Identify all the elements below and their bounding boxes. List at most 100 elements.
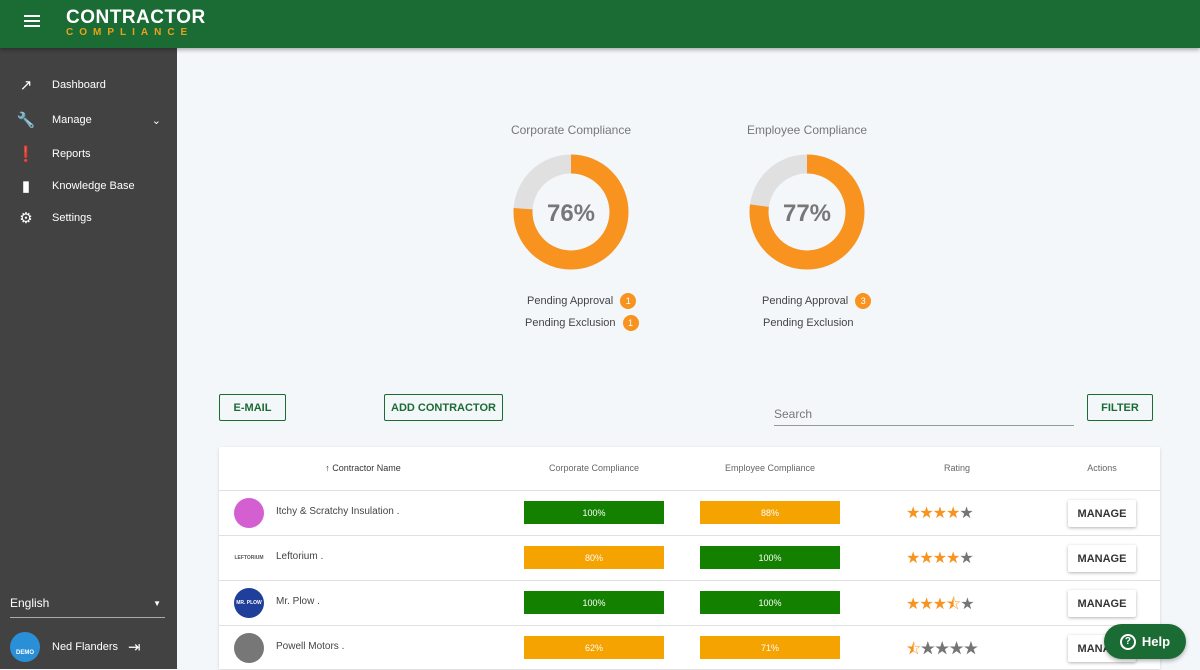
help-label: Help (1141, 634, 1171, 649)
donut-chart: 76% (513, 154, 629, 270)
header-corporate-compliance: Corporate Compliance (548, 463, 640, 473)
star-icon: ★ (906, 550, 920, 567)
count-badge: 1 (622, 315, 639, 331)
star-icon: ★ (932, 596, 947, 613)
logo-subtext: COMPLIANCE (66, 27, 194, 38)
star-icon: ★ (946, 505, 960, 522)
pending-label: Pending Exclusion (763, 317, 854, 329)
corp-pending-exclusion[interactable]: Pending Exclusion 1 (525, 315, 639, 331)
contractor-name: Leftorium . (276, 551, 324, 562)
star-icon: ★ (919, 505, 933, 522)
corporate-compliance-bar: 100% (524, 591, 664, 614)
star-empty-icon: ★ (948, 641, 964, 658)
dropdown-arrow-icon: ▼ (153, 599, 161, 608)
contractor-logo: LEFTORIUM (234, 543, 264, 573)
corporate-compliance-bar: 80% (524, 546, 664, 569)
email-button[interactable]: E-MAIL (219, 394, 286, 421)
help-icon: ? (1119, 633, 1136, 650)
contractor-logo (234, 633, 264, 663)
user-info: DEMO Ned Flanders ⇥ (10, 632, 141, 662)
manage-button[interactable]: MANAGE (1068, 500, 1136, 527)
pending-label: Pending Approval (762, 295, 849, 307)
sidebar-item-dashboard[interactable]: ↗ Dashboard (0, 71, 177, 99)
count-badge: 3 (855, 293, 872, 309)
language-select[interactable]: English ▼ (10, 596, 165, 618)
donut-fill (749, 154, 865, 270)
contractor-table: ↑ Contractor Name Corporate Compliance E… (219, 447, 1160, 669)
sidebar-item-label: Knowledge Base (52, 180, 135, 192)
employee-compliance-gauge: Employee Compliance 77% (707, 123, 907, 277)
emp-pending-exclusion[interactable]: Pending Exclusion (763, 317, 854, 329)
table-row: LEFTORIUM Leftorium . 80% 100% ★★★★★ MAN… (219, 535, 1160, 580)
star-empty-icon: ★ (959, 505, 973, 522)
contractor-name: Powell Motors . (276, 641, 345, 652)
add-contractor-button[interactable]: ADD CONTRACTOR (384, 394, 503, 421)
corporate-compliance-bar: 100% (524, 501, 664, 524)
rating-stars: ★★★⯪★ (906, 593, 975, 620)
manage-button[interactable]: MANAGE (1068, 545, 1136, 572)
donut-fill (513, 154, 629, 270)
contractor-name: Mr. Plow . (276, 596, 320, 607)
logo-text: CONTRACTOR (66, 7, 206, 28)
sidebar-item-label: Reports (52, 148, 91, 160)
logo-text: MR. PLOW (236, 600, 262, 606)
rating-stars: ★★★★★ (906, 548, 974, 568)
help-button[interactable]: ? Help (1104, 624, 1186, 659)
employee-compliance-bar: 88% (700, 501, 840, 524)
donut-chart: 77% (749, 154, 865, 270)
corp-pending-approval[interactable]: Pending Approval 1 (527, 293, 637, 309)
sidebar-item-manage[interactable]: 🔧 Manage ⌄ (0, 106, 177, 134)
manage-button[interactable]: MANAGE (1068, 590, 1136, 617)
avatar: DEMO (10, 632, 40, 662)
header-employee-compliance: Employee Compliance (724, 463, 816, 473)
top-bar: CONTRACTOR COMPLIANCE (0, 0, 1200, 48)
star-empty-icon: ★ (963, 641, 978, 658)
sidebar-item-settings[interactable]: ⚙ Settings (0, 204, 177, 232)
employee-compliance-bar: 100% (700, 591, 840, 614)
sidebar-item-label: Dashboard (52, 79, 106, 91)
trending-up-icon: ↗ (19, 77, 33, 94)
alert-icon: ❗ (16, 146, 36, 163)
sidebar-item-knowledge-base[interactable]: ▮ Knowledge Base (0, 172, 177, 200)
star-icon: ★ (906, 596, 920, 613)
filter-button[interactable]: FILTER (1087, 394, 1153, 421)
sidebar: ↗ Dashboard 🔧 Manage ⌄ ❗ Reports ▮ Knowledge … (0, 48, 177, 669)
gear-icon: ⚙ (19, 210, 33, 227)
star-empty-icon: ★ (920, 641, 935, 658)
star-icon: ★ (919, 550, 933, 567)
rating-stars: ★★★★★ (906, 503, 974, 523)
book-icon: ▮ (21, 178, 31, 195)
emp-pending-approval[interactable]: Pending Approval 3 (762, 293, 872, 309)
star-half-icon: ⯪ (906, 641, 921, 658)
logo-text: LEFTORIUM (234, 555, 264, 561)
contractor-name: Itchy & Scratchy Insulation . (276, 506, 400, 517)
rating-stars: ⯪★★★★ (906, 638, 979, 665)
gauge-title: Employee Compliance (746, 123, 868, 137)
logout-icon[interactable]: ⇥ (128, 639, 141, 656)
logo[interactable]: CONTRACTOR COMPLIANCE (66, 8, 206, 38)
user-name: Ned Flanders (52, 641, 119, 653)
gauge-value: 76% (547, 200, 595, 227)
header-contractor-name[interactable]: ↑ Contractor Name (325, 463, 401, 473)
wrench-icon: 🔧 (16, 112, 36, 129)
star-empty-icon: ★ (934, 641, 950, 658)
table-row: MR. PLOW Mr. Plow . 100% 100% ★★★⯪★ MANA… (219, 580, 1160, 625)
sidebar-item-reports[interactable]: ❗ Reports (0, 140, 177, 168)
language-value: English (10, 596, 50, 610)
employee-compliance-bar: 100% (700, 546, 840, 569)
table-row: Powell Motors . 62% 71% ⯪★★★★ MANAGE (219, 625, 1160, 670)
menu-icon[interactable] (24, 15, 40, 29)
star-icon: ★ (946, 550, 960, 567)
search-input[interactable]: Search (774, 402, 1074, 426)
star-empty-icon: ★ (959, 550, 973, 567)
header-rating: Rating (943, 463, 970, 473)
contractor-logo (234, 498, 264, 528)
star-icon: ★ (932, 505, 947, 522)
pending-label: Pending Exclusion (525, 317, 616, 329)
pending-label: Pending Approval (527, 295, 614, 307)
chevron-down-icon: ⌄ (151, 114, 161, 127)
contractor-logo: MR. PLOW (234, 588, 264, 618)
gauge-title: Corporate Compliance (510, 123, 632, 137)
sidebar-item-label: Manage (52, 114, 92, 126)
corporate-compliance-gauge: Corporate Compliance 76% (471, 123, 671, 277)
